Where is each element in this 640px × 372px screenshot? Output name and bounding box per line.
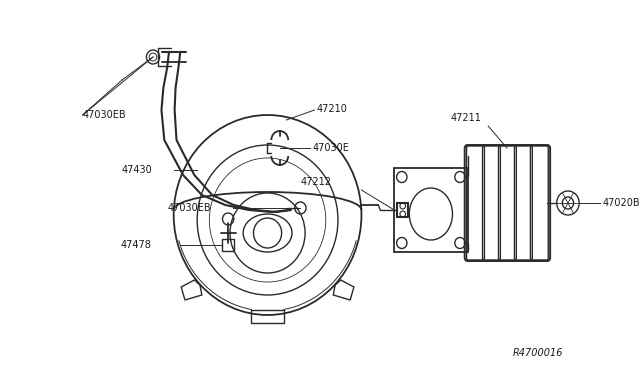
Text: 47210: 47210 bbox=[316, 104, 348, 114]
Text: 47020B: 47020B bbox=[603, 198, 640, 208]
Bar bbox=[394, 168, 467, 252]
Text: 47030EB: 47030EB bbox=[167, 203, 211, 213]
Text: 47478: 47478 bbox=[120, 240, 151, 250]
Text: 47030EB: 47030EB bbox=[83, 110, 126, 120]
Bar bbox=[223, 239, 234, 251]
Text: 47430: 47430 bbox=[122, 165, 153, 175]
Text: R4700016: R4700016 bbox=[513, 348, 563, 358]
Text: 47211: 47211 bbox=[451, 113, 481, 123]
Text: 47212: 47212 bbox=[300, 177, 332, 187]
Text: 47030E: 47030E bbox=[312, 143, 349, 153]
